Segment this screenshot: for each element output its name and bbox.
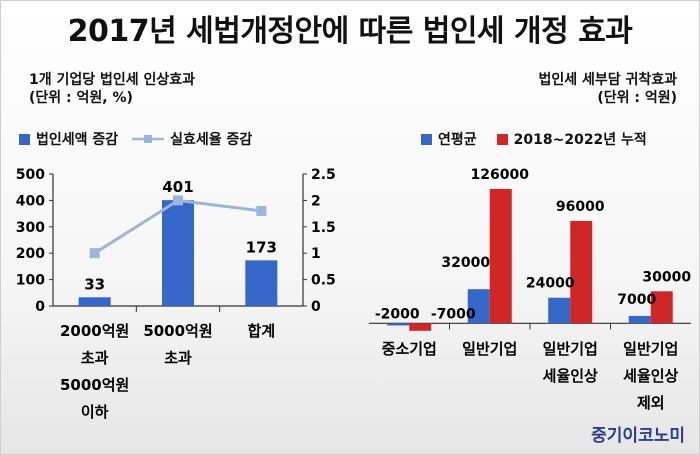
category-label: 이하 [81, 403, 109, 421]
right-subtitle-unit: (단위 : 억원) [597, 90, 677, 106]
brand-logo: 중기이코노미 [591, 426, 685, 446]
rate-point [256, 205, 267, 216]
left-subtitle-unit: (단위 : 억원, %) [29, 90, 133, 106]
bar [467, 289, 490, 324]
category-label: 초과 [164, 349, 192, 367]
right-subtitle-line1: 법인세 세부담 귀착효과 [538, 72, 677, 88]
legend-line-marker [132, 135, 165, 143]
bar-value-label: 173 [246, 238, 277, 256]
bar [548, 297, 571, 324]
right-legend: 연평균 2018~2022년 누적 [421, 129, 647, 149]
page-title: 2017년 세법개정안에 따른 법인세 개정 효과 [67, 14, 633, 49]
right-subtitle: 법인세 세부담 귀착효과 (단위 : 억원) [538, 71, 677, 107]
bar-value-label: 30000 [642, 269, 691, 285]
y-tick-label: 0 [35, 299, 45, 315]
y-tick-label: 100 [16, 273, 45, 289]
bar [409, 323, 432, 331]
y2-tick-label: 2 [311, 193, 321, 209]
bar [489, 188, 512, 324]
left-subtitle: 1개 기업당 법인세 인상효과 (단위 : 억원, %) [29, 71, 195, 107]
category-label: 일반기업 [462, 340, 517, 358]
y2-tick-label: 0 [311, 299, 321, 315]
bar-value-label: 32000 [441, 255, 490, 271]
legend-annual-swatch [421, 133, 432, 145]
y-tick-label: 500 [16, 167, 45, 183]
y2-tick-label: 0.5 [311, 273, 336, 289]
bar-value-label: 7000 [617, 292, 656, 308]
y2-tick-label: 2.5 [311, 167, 336, 183]
legend-cumulative-swatch [496, 133, 508, 145]
category-label: 중소기업 [382, 340, 437, 358]
category-label: 세율인상 [543, 367, 598, 385]
bar [628, 315, 651, 324]
legend-line-label: 실효세율 증감 [170, 132, 253, 148]
y-tick-label: 200 [16, 246, 45, 262]
bar-value-label: 401 [162, 178, 193, 196]
y-tick-label: 300 [16, 220, 45, 236]
bar [78, 297, 111, 306]
bar-value-label: -7000 [431, 306, 476, 322]
category-label: 세율인상 [623, 367, 678, 385]
category-label: 일반기업 [623, 340, 678, 358]
bar-value-label: 33 [84, 275, 105, 293]
category-label: 5000억원 [143, 322, 212, 340]
category-label: 초과 [81, 349, 109, 367]
bar [162, 200, 194, 306]
y2-tick-label: 1 [311, 246, 321, 262]
legend-bar-label: 법인세액 증감 [36, 132, 119, 148]
rate-point [89, 248, 100, 259]
category-label: 2000억원 [60, 322, 129, 340]
category-label: 제외 [637, 394, 665, 412]
legend-annual-label: 연평균 [438, 132, 477, 148]
y-tick-label: 400 [16, 193, 45, 209]
bar [570, 220, 593, 324]
bar-value-label: 126000 [471, 167, 530, 183]
bar-value-label: 96000 [556, 199, 605, 215]
y2-tick-label: 1.5 [311, 220, 336, 236]
left-subtitle-line1: 1개 기업당 법인세 인상효과 [29, 72, 196, 88]
bar [650, 291, 673, 324]
category-label: 일반기업 [543, 340, 598, 358]
bar-value-label: -2000 [375, 306, 420, 322]
left-legend: 법인세액 증감 실효세율 증감 [19, 129, 252, 149]
category-label: 합계 [248, 322, 276, 340]
legend-cumulative-label: 2018~2022년 누적 [513, 132, 647, 148]
legend-bar-swatch [19, 133, 30, 145]
bar [387, 323, 410, 326]
bar [245, 260, 278, 306]
rate-point [173, 195, 183, 206]
category-label: 5000억원 [60, 376, 129, 394]
bar-value-label: 24000 [526, 276, 575, 292]
